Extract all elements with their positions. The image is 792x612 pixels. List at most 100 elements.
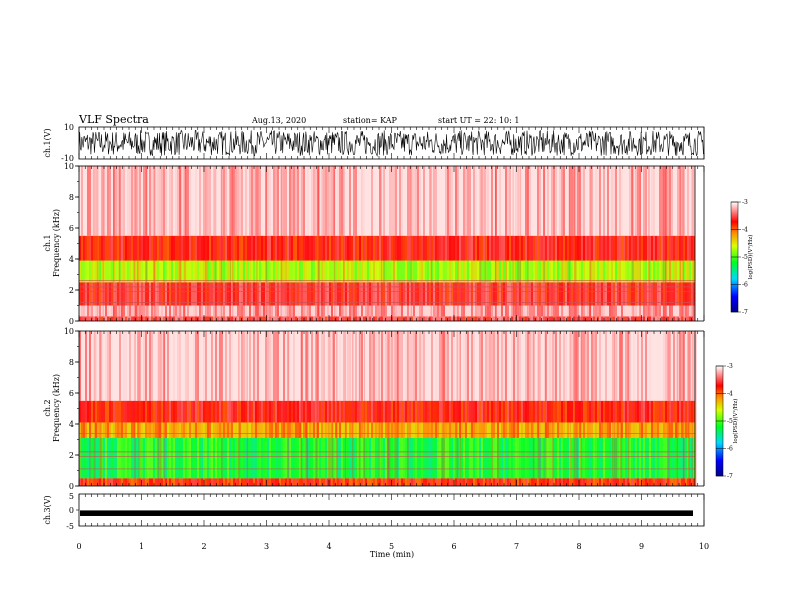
spectrogram-streak <box>396 331 398 486</box>
spectrogram-column <box>231 331 233 401</box>
spectrogram-column <box>265 166 267 236</box>
spectrogram-streak <box>393 166 395 321</box>
spectrogram-column <box>417 331 419 401</box>
spectrogram-column <box>247 235 249 261</box>
spectrogram-column <box>241 316 243 321</box>
spectrogram-column <box>615 166 617 236</box>
spectrogram-column <box>369 305 371 317</box>
spectrogram-column <box>87 422 89 438</box>
spectrogram-column <box>135 437 137 479</box>
spectrogram-column <box>263 400 265 423</box>
spectrogram-column <box>649 422 651 438</box>
spectrogram-column <box>473 260 475 283</box>
spectrogram-column <box>375 166 377 236</box>
spectrogram-column <box>141 316 143 321</box>
xtick-label-8: 8 <box>576 542 581 551</box>
spectrogram-column <box>169 235 171 261</box>
spectrogram-column <box>657 400 659 423</box>
spectrogram-column <box>179 331 181 401</box>
spectrogram-column <box>579 400 581 423</box>
spectrogram-column <box>151 260 153 283</box>
spectrogram-column <box>693 235 695 261</box>
spectrogram-column <box>315 478 317 486</box>
spectrogram-column <box>601 166 603 236</box>
spectrogram-column <box>121 260 123 283</box>
spectrogram-streak <box>459 331 461 486</box>
spectrogram-column <box>497 331 499 401</box>
spectrogram-column <box>127 422 129 438</box>
spectrogram-column <box>281 422 283 438</box>
spectrogram-column <box>603 305 605 317</box>
spectrogram-column <box>83 282 85 306</box>
spectrogram-column <box>617 437 619 479</box>
spectrogram-column <box>239 166 241 236</box>
spectrogram-column <box>295 331 297 401</box>
spectrogram-column <box>497 422 499 438</box>
spectrogram-column <box>583 305 585 317</box>
spectrogram-column <box>267 422 269 438</box>
spectrogram-column <box>333 235 335 261</box>
spectrogram-column <box>295 235 297 261</box>
spectrogram-column <box>299 400 301 423</box>
spectrogram-column <box>275 235 277 261</box>
spectrogram-column <box>133 437 135 479</box>
spectrogram-column <box>387 260 389 283</box>
spectrogram-column <box>387 282 389 306</box>
spectrogram-column <box>133 478 135 486</box>
spectrogram-column <box>183 400 185 423</box>
spectrogram-column <box>203 437 205 479</box>
spectrogram-column <box>499 400 501 423</box>
spectrogram-column <box>133 260 135 283</box>
spectrogram-column <box>159 305 161 317</box>
spectrogram-column <box>357 235 359 261</box>
spectrogram-column <box>565 282 567 306</box>
spectrogram-column <box>135 478 137 486</box>
spectrogram-column <box>337 422 339 438</box>
spectrogram-column <box>307 422 309 438</box>
spectrogram-column <box>617 305 619 317</box>
spectrogram-column <box>645 316 647 321</box>
spectrogram-streak <box>664 166 666 321</box>
spectrogram-streak <box>79 331 81 486</box>
spectrogram-streak <box>543 166 546 321</box>
spectrogram-column <box>609 305 611 317</box>
spectrogram-column <box>685 235 687 261</box>
spectrogram-column <box>285 400 287 423</box>
spectrogram-column <box>679 166 681 236</box>
spectrogram-column <box>669 305 671 317</box>
spectrogram-column <box>483 282 485 306</box>
spectrogram-column <box>293 316 295 321</box>
spectrogram-column <box>241 260 243 283</box>
spectrogram-column <box>629 400 631 423</box>
spectrogram-column <box>213 282 215 306</box>
spectrogram-column <box>337 316 339 321</box>
spectrogram-column <box>163 235 165 261</box>
spectrogram-column <box>349 305 351 317</box>
spectrogram-column <box>265 235 267 261</box>
spectrogram-column <box>337 282 339 306</box>
spectrogram-column <box>317 331 319 401</box>
spectrogram-streak <box>287 331 290 486</box>
spectrogram-column <box>295 422 297 438</box>
spectrogram-column <box>121 166 123 236</box>
spectrogram-column <box>429 235 431 261</box>
spectrogram-column <box>329 437 331 479</box>
spectrogram-column <box>85 422 87 438</box>
spectrogram-column <box>143 260 145 283</box>
spectrogram-column <box>173 422 175 438</box>
spectrogram-column <box>527 166 529 236</box>
spectrogram-column <box>621 331 623 401</box>
spectrogram-column <box>409 260 411 283</box>
spectrogram-column <box>605 305 607 317</box>
spectrogram-column <box>87 437 89 479</box>
spectrogram-column <box>669 316 671 321</box>
spectrogram-column <box>479 422 481 438</box>
spectrogram-column <box>117 478 119 486</box>
spectrogram-column <box>99 400 101 423</box>
spectrogram-column <box>499 235 501 261</box>
spectrogram-column <box>381 316 383 321</box>
spectrogram-column <box>467 478 469 486</box>
spectrogram-streak <box>205 166 207 321</box>
ytick-label-10: 10 <box>64 162 74 171</box>
spectrogram-column <box>115 305 117 317</box>
